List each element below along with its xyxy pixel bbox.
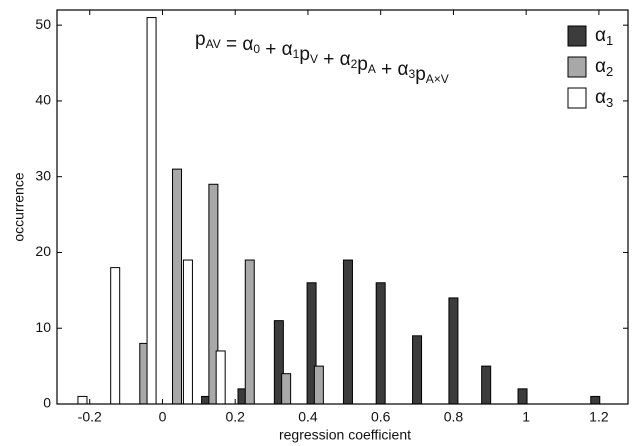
bar xyxy=(313,365,324,405)
x-tick-label: 0.6 xyxy=(371,409,391,425)
equation-subscript: V xyxy=(310,52,318,66)
bar xyxy=(342,259,353,405)
x-tick-label: 0.2 xyxy=(225,409,245,425)
equation-subscript: A xyxy=(368,62,376,76)
bar xyxy=(215,350,226,405)
legend-swatch xyxy=(567,25,587,47)
equation-part: p xyxy=(195,29,206,50)
equation-part: p xyxy=(299,44,310,65)
bar xyxy=(172,168,183,405)
bar xyxy=(77,395,88,405)
bar xyxy=(182,259,193,405)
bar xyxy=(110,267,121,405)
bar xyxy=(146,17,157,405)
equation-part: = α xyxy=(221,34,254,55)
legend-subscript: 1 xyxy=(606,33,613,48)
x-tick-label: 0.4 xyxy=(298,409,318,425)
equation-subscript: 0 xyxy=(253,42,260,56)
equation: pAV = α0 + α1pV + α2pA + α3pA×V xyxy=(195,29,449,86)
legend-label: α3 xyxy=(595,87,613,110)
equation-subscript: 1 xyxy=(293,47,300,61)
y-tick-label: 10 xyxy=(35,319,51,335)
legend-subscript: 2 xyxy=(606,64,613,79)
equation-subscript: AV xyxy=(206,37,221,51)
y-tick-label: 50 xyxy=(35,16,51,32)
bar xyxy=(281,373,292,405)
equation-subscript: 3 xyxy=(409,67,416,81)
bar xyxy=(244,259,255,405)
bar xyxy=(481,365,492,405)
bar xyxy=(412,335,423,405)
legend-label: α2 xyxy=(595,56,613,79)
bar xyxy=(448,297,459,405)
y-tick-label: 30 xyxy=(35,167,51,183)
y-axis-label: occurrence xyxy=(11,172,27,241)
equation-part: + α xyxy=(318,49,351,70)
x-tick-label: -0.2 xyxy=(78,409,102,425)
legend-label: α1 xyxy=(595,25,613,48)
x-axis-label: regression coefficient xyxy=(279,427,411,443)
equation-part: p xyxy=(415,64,426,85)
bar xyxy=(375,282,386,405)
equation-part: p xyxy=(357,54,368,75)
x-tick-label: 1.2 xyxy=(589,409,609,425)
equation-part: + α xyxy=(376,59,409,80)
bar xyxy=(517,388,528,405)
x-tick-label: 0 xyxy=(159,409,167,425)
equation-subscript: A×V xyxy=(426,72,449,86)
x-tick-label: 0.8 xyxy=(444,409,464,425)
legend-swatch xyxy=(567,56,587,78)
equation-subscript: 2 xyxy=(351,57,358,71)
x-tick-label: 1 xyxy=(522,409,530,425)
legend-swatch xyxy=(567,87,587,109)
plot-frame xyxy=(56,9,629,405)
legend-name: α xyxy=(595,25,606,46)
legend-subscript: 3 xyxy=(606,95,613,110)
equation-part: + α xyxy=(260,39,293,60)
y-tick-label: 20 xyxy=(35,243,51,259)
legend-name: α xyxy=(595,87,606,108)
bar xyxy=(590,395,601,405)
y-tick-label: 0 xyxy=(43,395,51,411)
legend-name: α xyxy=(595,56,606,77)
y-tick-label: 40 xyxy=(35,92,51,108)
